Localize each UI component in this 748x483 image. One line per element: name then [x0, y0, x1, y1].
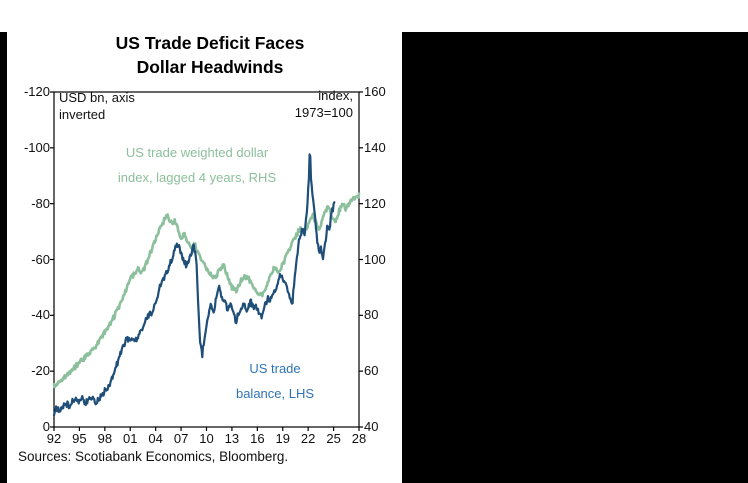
left-axis-tick-label: 0	[42, 419, 50, 434]
x-axis-tick-label: 22	[300, 431, 316, 446]
x-axis-tick-label: 25	[326, 431, 341, 446]
x-axis-tick-label: 92	[46, 431, 62, 446]
x-axis-tick-label: 10	[199, 431, 214, 446]
series-trade-balance-line	[52, 153, 336, 417]
series-label-dollar-index: US trade weighted dollar index, lagged 4…	[82, 140, 312, 190]
series-label-trade-balance: US trade balance, LHS	[205, 356, 345, 406]
right-axis-unit-note-line2: 1973=100	[294, 105, 353, 120]
x-axis-tick-label: 13	[224, 431, 240, 446]
viewer-background-right	[402, 32, 748, 483]
chart-title-line2: Dollar Headwinds	[136, 57, 284, 77]
x-axis-tick-label: 98	[97, 431, 113, 446]
right-axis-tick-label: 60	[364, 363, 379, 379]
right-axis-unit-note: index, 1973=100	[247, 87, 353, 121]
right-axis-unit-note-line1: index,	[318, 88, 353, 103]
x-axis-tick-label: 07	[173, 431, 189, 446]
left-axis-tick-label: -60	[31, 251, 50, 267]
right-axis-tick-label: 120	[364, 195, 386, 211]
right-axis-tick-label: 40	[364, 419, 379, 434]
left-axis-unit-note-line2: inverted	[59, 107, 106, 122]
left-axis-unit-note: USD bn, axis inverted	[59, 89, 135, 123]
right-axis-tick-label: 100	[364, 251, 386, 267]
series-label-trade-balance-line2: balance, LHS	[235, 386, 315, 401]
series-dollar-index-line	[52, 192, 361, 389]
left-axis-tick-label: -120	[23, 84, 50, 99]
source-note: Sources: Scotiabank Economics, Bloomberg…	[18, 449, 289, 464]
x-axis-tick-label: 19	[275, 431, 290, 446]
series-label-dollar-index-line1: US trade weighted dollar	[125, 145, 269, 160]
left-axis-tick-label: -100	[23, 139, 50, 155]
right-axis-tick-label: 140	[364, 139, 386, 155]
left-axis-unit-note-line1: USD bn, axis	[59, 90, 135, 105]
x-axis-tick-label: 01	[123, 431, 138, 446]
right-axis-tick-label: 160	[364, 84, 386, 99]
chart-title-line1: US Trade Deficit Faces	[115, 33, 305, 53]
viewer-background-left	[0, 32, 7, 483]
series-label-dollar-index-line2: index, lagged 4 years, RHS	[117, 170, 277, 185]
x-axis-tick-label: 95	[72, 431, 87, 446]
right-axis-tick-label: 80	[364, 307, 379, 323]
chart-panel: US Trade Deficit Faces Dollar Headwinds …	[7, 0, 402, 483]
x-axis-tick-label: 28	[351, 431, 367, 446]
plot-area	[50, 91, 363, 431]
series-label-trade-balance-line1: US trade	[249, 361, 301, 376]
chart-title: US Trade Deficit Faces Dollar Headwinds	[14, 31, 406, 79]
x-axis-tick-label: 16	[250, 431, 265, 446]
left-axis-tick-label: -80	[31, 195, 50, 211]
x-axis-tick-label: 04	[148, 431, 163, 446]
left-axis-tick-label: -40	[31, 307, 50, 323]
left-axis-tick-label: -20	[31, 363, 50, 379]
